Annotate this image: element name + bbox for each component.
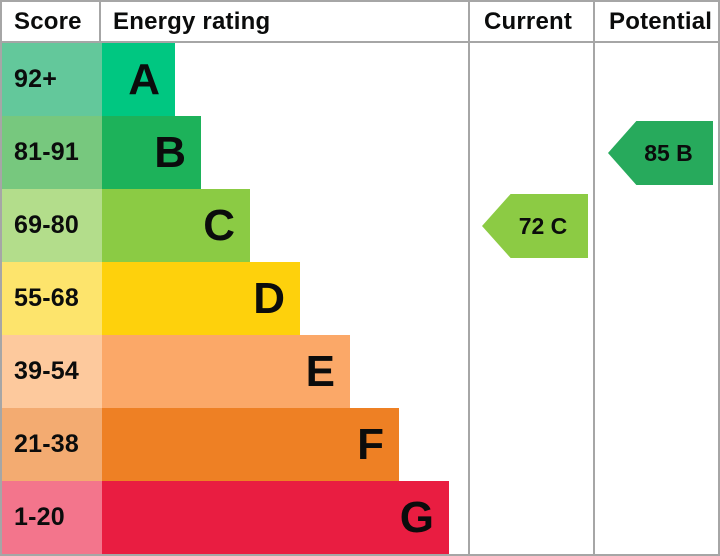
rating-letter: B <box>154 127 186 177</box>
score-range: 21-38 <box>2 408 102 481</box>
rating-bands: 92+ A 81-91 B 69-80 C 55-68 D 39-54 E 21-38 F 1-20 G <box>2 43 718 554</box>
rating-letter: E <box>305 346 335 396</box>
rating-bar: F <box>102 408 399 481</box>
band-row-a: 92+ A <box>2 43 718 116</box>
rating-bar: G <box>102 481 449 554</box>
rating-bar: A <box>102 43 175 116</box>
current-rating-label: 72 C <box>518 212 568 239</box>
potential-column-divider <box>593 2 595 554</box>
chart-header: Score Energy rating Current Potential <box>2 2 718 43</box>
band-row-b: 81-91 B <box>2 116 718 189</box>
score-range: 69-80 <box>2 189 102 262</box>
score-range: 1-20 <box>2 481 102 554</box>
header-current: Current <box>484 7 573 35</box>
rating-bar: E <box>102 335 350 408</box>
rating-bar: B <box>102 116 201 189</box>
band-row-e: 39-54 E <box>2 335 718 408</box>
rating-letter: C <box>203 200 235 250</box>
band-row-d: 55-68 D <box>2 262 718 335</box>
score-range: 92+ <box>2 43 102 116</box>
band-row-f: 21-38 F <box>2 408 718 481</box>
rating-bar: C <box>102 189 250 262</box>
header-score: Score <box>14 7 82 35</box>
current-column-divider <box>468 2 470 554</box>
rating-bar: D <box>102 262 300 335</box>
rating-letter: F <box>357 419 384 469</box>
score-range: 55-68 <box>2 262 102 335</box>
score-range: 81-91 <box>2 116 102 189</box>
band-row-c: 69-80 C <box>2 189 718 262</box>
rating-letter: A <box>128 54 160 104</box>
potential-rating-label: 85 B <box>644 139 693 166</box>
header-energy-rating: Energy rating <box>113 7 271 35</box>
score-column-divider <box>99 2 101 41</box>
band-row-g: 1-20 G <box>2 481 718 554</box>
rating-letter: G <box>399 492 434 542</box>
rating-letter: D <box>253 273 285 323</box>
header-potential: Potential <box>609 7 713 35</box>
score-range: 39-54 <box>2 335 102 408</box>
